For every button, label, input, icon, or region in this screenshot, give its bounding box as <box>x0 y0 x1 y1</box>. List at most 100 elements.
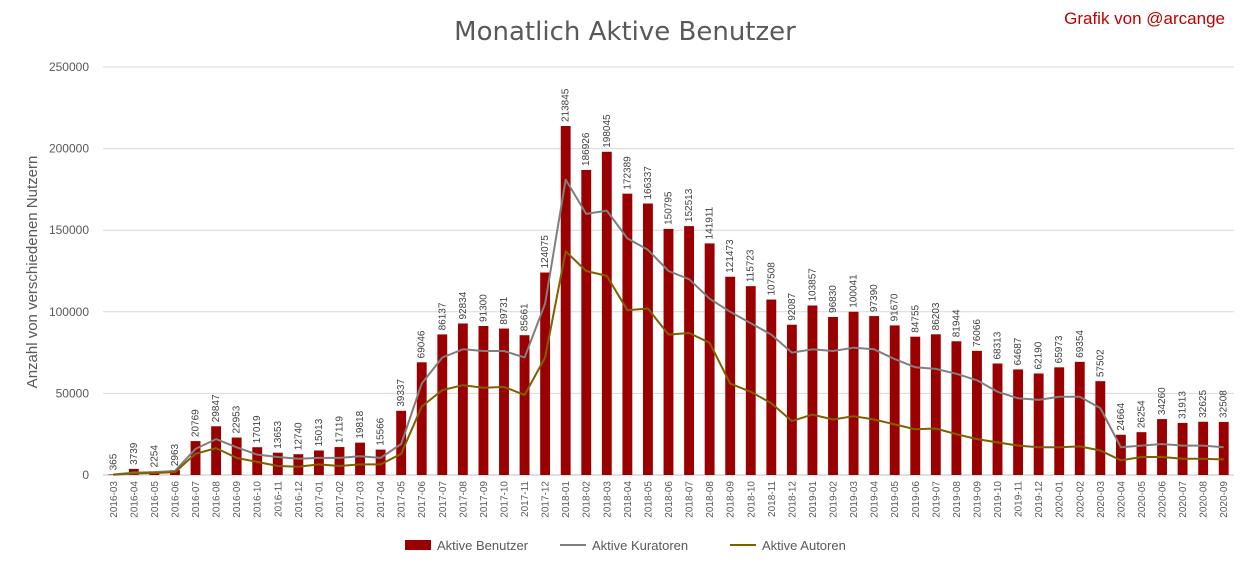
data-label: 76066 <box>972 319 983 347</box>
x-tick-label: 2018-11 <box>767 481 778 517</box>
bar <box>334 447 345 475</box>
data-label: 32508 <box>1219 390 1230 418</box>
x-tick-label: 2019-02 <box>829 481 840 518</box>
bar <box>684 226 694 475</box>
data-label: 186926 <box>581 132 592 166</box>
bar <box>313 450 324 475</box>
data-label: 365 <box>108 453 119 470</box>
bar <box>1136 432 1147 475</box>
bar <box>972 350 982 475</box>
x-tick-label: 2018-10 <box>746 481 757 518</box>
data-label: 97390 <box>869 284 880 312</box>
y-axis-label: Anzahl von verschiedenen Nutzern <box>24 156 41 389</box>
bar <box>663 228 674 475</box>
y-axis-ticks: 0 50000 100000 150000 200000 250000 <box>49 60 89 482</box>
bar <box>704 243 715 475</box>
data-label: 31913 <box>1178 391 1189 419</box>
x-tick-label: 2017-03 <box>356 481 367 518</box>
x-tick-label: 2016-12 <box>294 481 305 518</box>
bar <box>478 325 489 475</box>
bar <box>930 334 941 475</box>
data-label: 3739 <box>129 442 140 465</box>
data-label: 100041 <box>849 274 860 308</box>
data-label: 198045 <box>602 114 613 148</box>
bar <box>1157 419 1167 475</box>
bar <box>519 335 530 475</box>
x-tick-label: 2020-06 <box>1158 481 1169 518</box>
data-label: 69354 <box>1075 330 1086 358</box>
data-label: 12740 <box>293 422 304 450</box>
x-tick-label: 2019-07 <box>931 481 942 518</box>
x-axis-ticks: 2016-03 2016-04 2016-05 2016-06 2016-07 2016-… <box>109 481 1230 518</box>
bar <box>1074 361 1085 475</box>
x-tick-label: 2018-07 <box>685 481 696 518</box>
data-label: 213845 <box>561 88 572 122</box>
x-tick-label: 2018-06 <box>664 481 675 518</box>
x-tick-label: 2016-09 <box>232 481 243 518</box>
data-label: 121473 <box>725 239 736 273</box>
bar <box>437 334 448 475</box>
x-tick-label: 2016-06 <box>170 481 181 518</box>
bar <box>355 442 365 475</box>
data-label: 19818 <box>355 410 366 438</box>
x-tick-label: 2017-08 <box>458 481 469 518</box>
x-tick-label: 2019-09 <box>972 481 983 518</box>
x-tick-label: 2020-01 <box>1055 481 1066 518</box>
bar <box>1115 434 1126 475</box>
bar <box>231 437 242 475</box>
bar <box>416 362 427 475</box>
x-tick-label: 2018-03 <box>602 481 613 518</box>
bar <box>807 305 818 475</box>
legend-label: Aktive Kuratoren <box>592 538 688 553</box>
bar <box>108 474 119 475</box>
data-label: 152513 <box>684 188 695 222</box>
data-label: 96830 <box>828 285 839 313</box>
bar <box>786 324 797 475</box>
x-tick-label: 2019-03 <box>849 481 860 518</box>
data-label: 81944 <box>951 309 962 337</box>
data-label: 91300 <box>478 294 489 322</box>
x-tick-label: 2019-04 <box>870 481 881 518</box>
x-tick-label: 2016-04 <box>129 481 140 518</box>
y-tick-label: 50000 <box>56 386 90 400</box>
x-tick-label: 2020-07 <box>1178 481 1189 518</box>
x-tick-label: 2017-07 <box>438 481 449 518</box>
data-label: 57502 <box>1095 349 1106 377</box>
x-tick-label: 2020-05 <box>1137 481 1148 518</box>
lines <box>113 178 1224 476</box>
x-tick-label: 2019-10 <box>993 481 1004 518</box>
chart-credit: Grafik von @arcange <box>1064 9 1225 28</box>
bar <box>457 323 468 475</box>
x-tick-label: 2016-10 <box>253 481 264 518</box>
x-tick-label: 2019-08 <box>952 481 963 518</box>
bar <box>889 325 900 475</box>
x-tick-label: 2018-05 <box>643 481 654 518</box>
data-label: 68313 <box>993 331 1004 359</box>
bar <box>725 276 736 475</box>
x-tick-label: 2018-09 <box>726 481 737 518</box>
bar <box>1198 421 1209 475</box>
bar <box>951 341 962 475</box>
data-label: 92087 <box>787 292 798 320</box>
legend: Aktive Benutzer Aktive Kuratoren Aktive Au… <box>405 538 846 553</box>
data-label: 103857 <box>807 268 818 302</box>
bar <box>766 299 777 475</box>
x-tick-label: 2017-10 <box>499 481 510 518</box>
x-tick-label: 2016-05 <box>150 481 161 518</box>
x-tick-label: 2020-08 <box>1199 481 1210 518</box>
bars-aktive-benutzer <box>108 126 1229 476</box>
bar <box>1054 367 1065 475</box>
x-tick-label: 2020-09 <box>1219 481 1230 518</box>
data-label: 115723 <box>746 249 757 282</box>
x-tick-label: 2020-04 <box>1116 481 1127 518</box>
data-label: 65973 <box>1054 335 1065 363</box>
data-labels: 365 3739 2254 2963 20769 29847 22953 17019 13653… <box>108 88 1229 470</box>
data-label: 62190 <box>1034 341 1045 369</box>
x-tick-label: 2017-09 <box>479 481 490 518</box>
bar <box>1095 381 1106 475</box>
x-tick-label: 2017-12 <box>541 481 552 518</box>
x-tick-label: 2017-06 <box>417 481 428 518</box>
legend-swatch <box>405 540 431 550</box>
bar <box>581 169 592 475</box>
